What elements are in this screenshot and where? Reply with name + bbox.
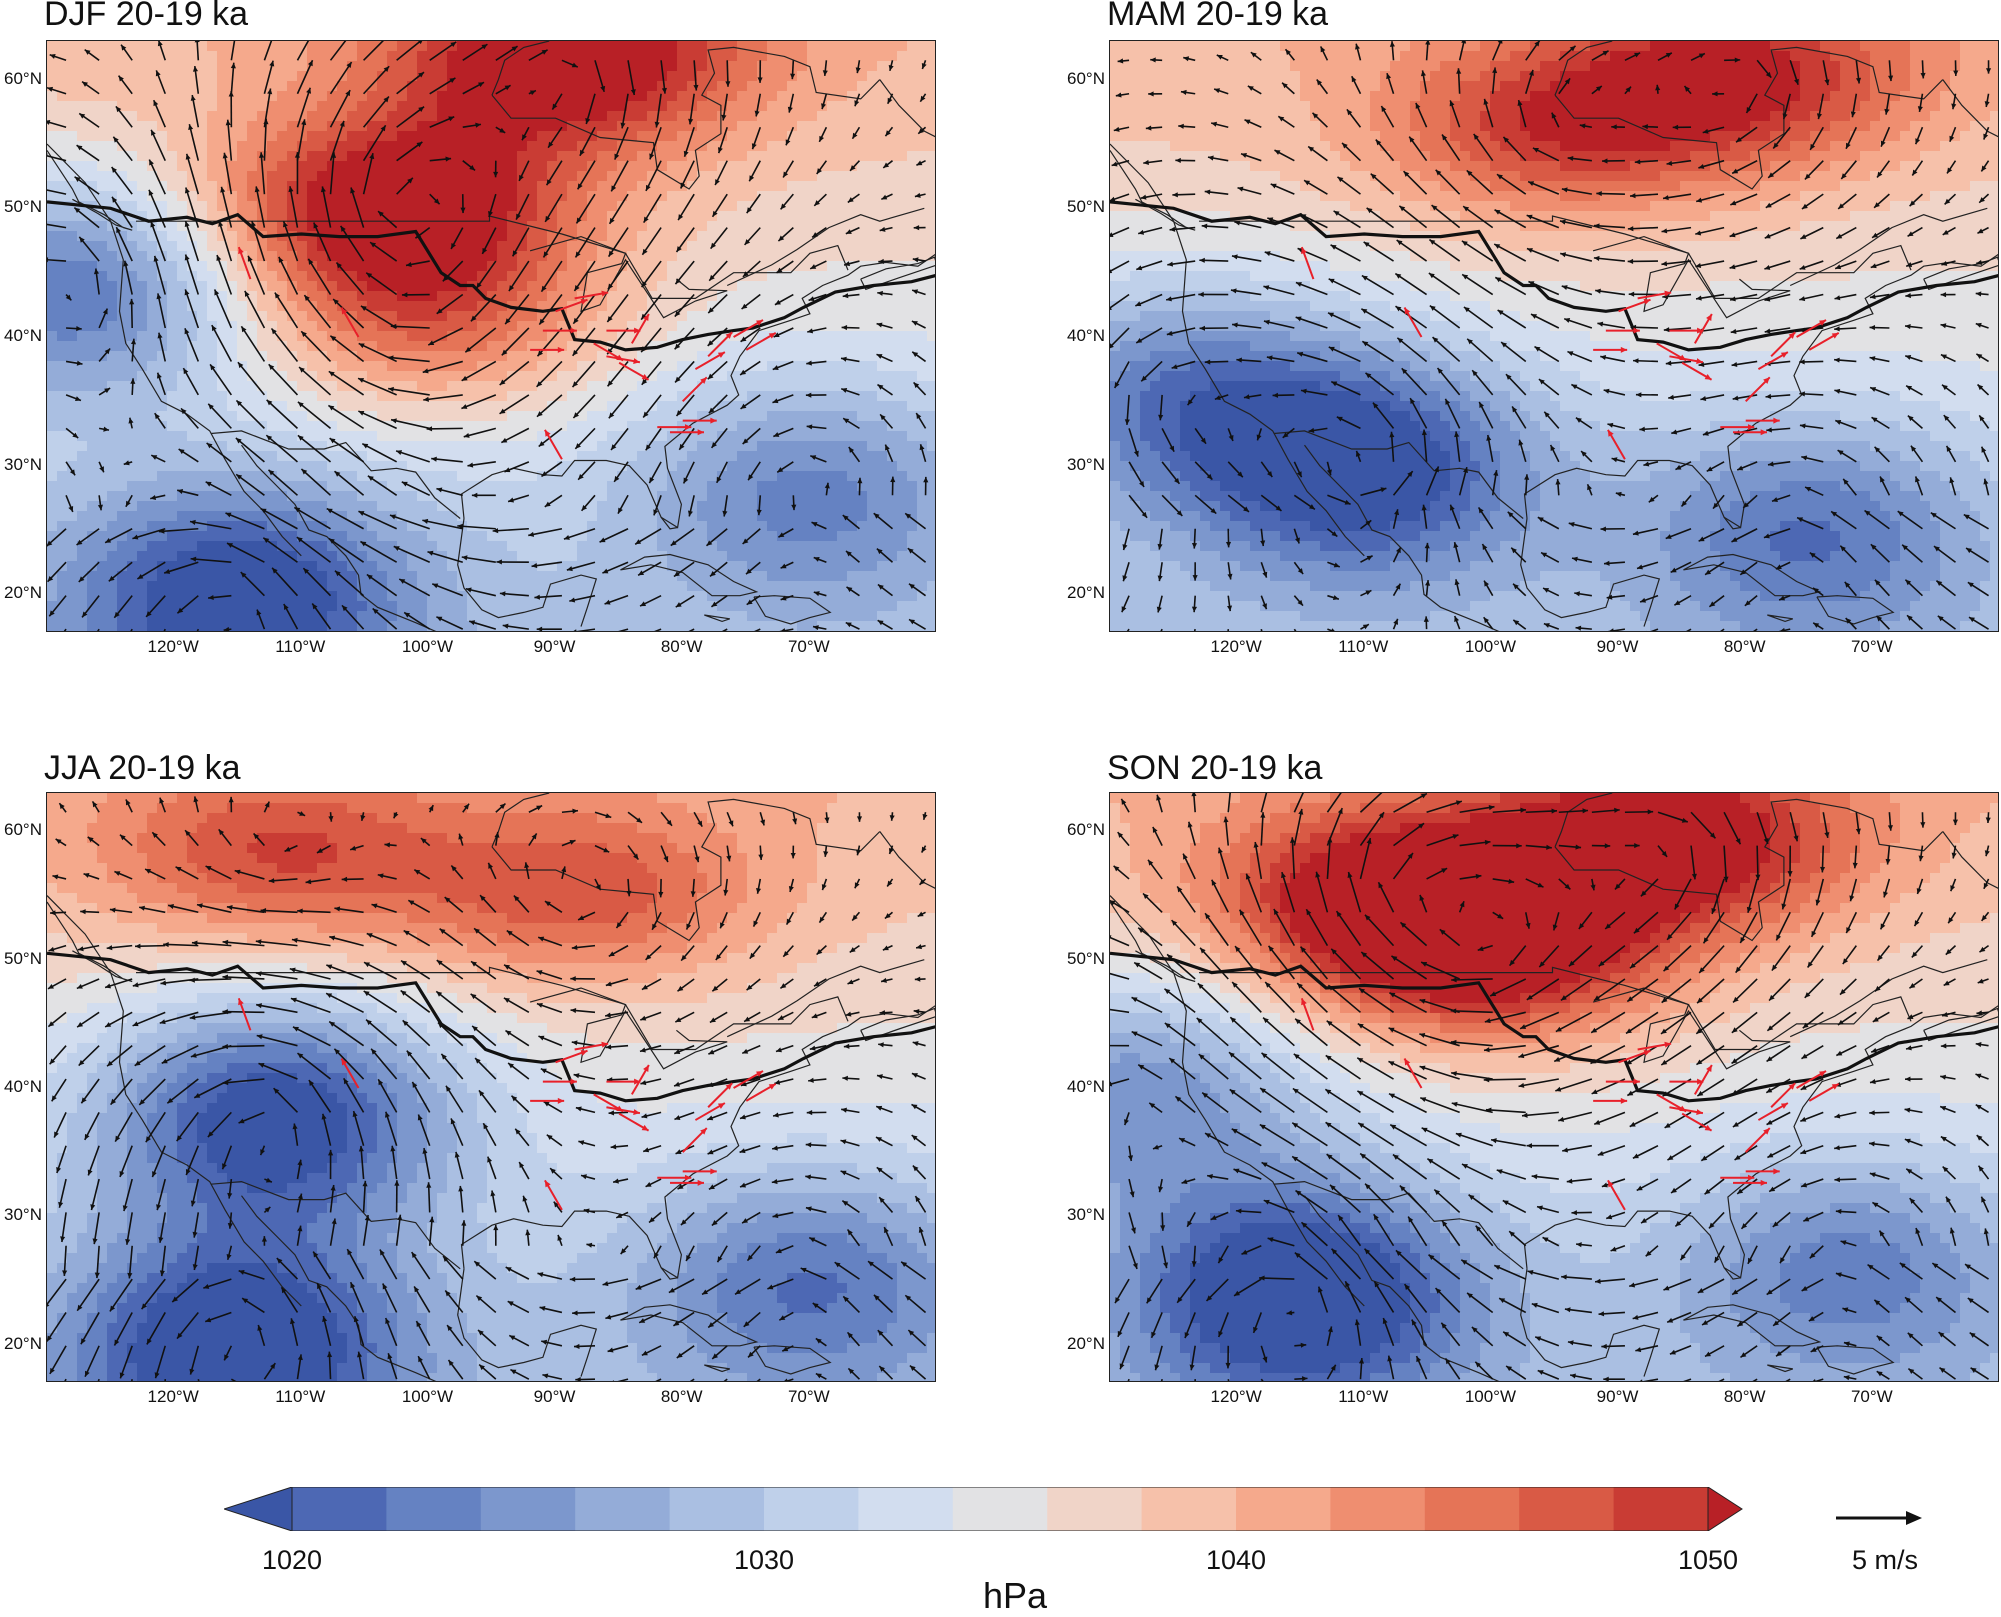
lon-tick-label: 70°W bbox=[1837, 638, 1907, 656]
lon-tick-label: 120°W bbox=[1201, 1388, 1271, 1406]
lat-tick-label: 40°N bbox=[0, 1078, 42, 1096]
colorbar bbox=[224, 1487, 1744, 1531]
wind-arrow bbox=[1195, 1379, 1196, 1382]
colorbar-segment bbox=[1142, 1487, 1237, 1531]
colorbar-segment bbox=[1236, 1487, 1331, 1531]
wind-arrow bbox=[1484, 1079, 1526, 1080]
lon-tick-label: 110°W bbox=[265, 1388, 335, 1406]
colorbar-segment bbox=[858, 1487, 953, 1531]
panel-title: MAM 20-19 ka bbox=[1107, 0, 1328, 31]
colorbar-segment bbox=[575, 1487, 670, 1531]
colorbar-segment bbox=[1330, 1487, 1425, 1531]
colorbar-segment bbox=[1425, 1487, 1520, 1531]
lat-tick-label: 50°N bbox=[1049, 198, 1105, 216]
lon-tick-label: 120°W bbox=[138, 1388, 208, 1406]
colorbar-extend-high bbox=[1708, 1487, 1742, 1531]
wind-arrow bbox=[1451, 979, 1493, 980]
lon-tick-label: 70°W bbox=[774, 638, 844, 656]
lat-tick-label: 20°N bbox=[1049, 584, 1105, 602]
lat-tick-label: 30°N bbox=[0, 1206, 42, 1224]
lat-tick-label: 50°N bbox=[0, 198, 42, 216]
lon-tick-label: 110°W bbox=[1328, 638, 1398, 656]
colorbar-segment bbox=[1614, 1487, 1709, 1531]
map-canvas bbox=[1110, 793, 1999, 1382]
lon-tick-label: 80°W bbox=[1710, 1388, 1780, 1406]
lat-tick-label: 20°N bbox=[0, 1335, 42, 1353]
colorbar-tick-label: 1050 bbox=[1663, 1545, 1753, 1576]
lon-tick-label: 100°W bbox=[1455, 1388, 1525, 1406]
lat-tick-label: 40°N bbox=[0, 327, 42, 345]
pressure-field bbox=[47, 793, 936, 1382]
wind-arrow bbox=[222, 1046, 264, 1047]
map-canvas bbox=[1110, 41, 1999, 632]
lon-tick-label: 120°W bbox=[138, 638, 208, 656]
lon-tick-label: 100°W bbox=[392, 1388, 462, 1406]
map-jja bbox=[46, 792, 936, 1382]
lat-tick-label: 50°N bbox=[0, 950, 42, 968]
panel-title: JJA 20-19 ka bbox=[44, 751, 241, 785]
lon-tick-label: 100°W bbox=[1455, 638, 1525, 656]
lat-tick-label: 60°N bbox=[0, 821, 42, 839]
wind-arrow bbox=[1228, 629, 1229, 632]
lon-tick-label: 90°W bbox=[1583, 638, 1653, 656]
lat-tick-label: 30°N bbox=[1049, 1206, 1105, 1224]
colorbar-tick-label: 1020 bbox=[247, 1545, 337, 1576]
lat-tick-label: 20°N bbox=[1049, 1335, 1105, 1353]
panel-title: DJF 20-19 ka bbox=[44, 0, 248, 31]
lat-tick-label: 30°N bbox=[0, 456, 42, 474]
panel-title: SON 20-19 ka bbox=[1107, 751, 1322, 785]
pressure-field bbox=[1110, 41, 1999, 632]
colorbar-segment bbox=[1047, 1487, 1142, 1531]
reference-vector-arrow bbox=[1834, 1508, 1924, 1528]
colorbar-tick-label: 1030 bbox=[719, 1545, 809, 1576]
colorbar-segment bbox=[764, 1487, 859, 1531]
wind-arrowhead bbox=[746, 631, 752, 632]
lon-tick-label: 70°W bbox=[1837, 1388, 1907, 1406]
map-son bbox=[1109, 792, 1999, 1382]
colorbar-segment bbox=[1519, 1487, 1614, 1531]
wind-arrowhead bbox=[606, 631, 612, 632]
colorbar-segment bbox=[292, 1487, 387, 1531]
lat-tick-label: 30°N bbox=[1049, 456, 1105, 474]
pressure-field bbox=[47, 41, 936, 632]
lon-tick-label: 100°W bbox=[392, 638, 462, 656]
pressure-field bbox=[1110, 793, 1999, 1382]
reference-vector-label: 5 m/s bbox=[1830, 1545, 1940, 1576]
map-mam bbox=[1109, 40, 1999, 632]
lon-tick-label: 80°W bbox=[647, 1388, 717, 1406]
lon-tick-label: 70°W bbox=[774, 1388, 844, 1406]
colorbar-tick-label: 1040 bbox=[1191, 1545, 1281, 1576]
lat-tick-label: 60°N bbox=[0, 70, 42, 88]
lon-tick-label: 120°W bbox=[1201, 638, 1271, 656]
lon-tick-label: 110°W bbox=[1328, 1388, 1398, 1406]
map-canvas bbox=[47, 793, 936, 1382]
colorbar-segment bbox=[481, 1487, 576, 1531]
lon-tick-label: 90°W bbox=[520, 638, 590, 656]
colorbar-extend-low bbox=[224, 1487, 292, 1531]
map-canvas bbox=[47, 41, 936, 632]
lat-tick-label: 50°N bbox=[1049, 950, 1105, 968]
lon-tick-label: 90°W bbox=[520, 1388, 590, 1406]
colorbar-segment bbox=[386, 1487, 481, 1531]
lon-tick-label: 80°W bbox=[1710, 638, 1780, 656]
colorbar-segment bbox=[670, 1487, 765, 1531]
lat-tick-label: 60°N bbox=[1049, 70, 1105, 88]
lat-tick-label: 40°N bbox=[1049, 327, 1105, 345]
colorbar-segment bbox=[953, 1487, 1048, 1531]
map-djf bbox=[46, 40, 936, 632]
lon-tick-label: 80°W bbox=[647, 638, 717, 656]
lat-tick-label: 20°N bbox=[0, 584, 42, 602]
lon-tick-label: 110°W bbox=[265, 638, 335, 656]
lat-tick-label: 60°N bbox=[1049, 821, 1105, 839]
lon-tick-label: 90°W bbox=[1583, 1388, 1653, 1406]
lat-tick-label: 40°N bbox=[1049, 1078, 1105, 1096]
